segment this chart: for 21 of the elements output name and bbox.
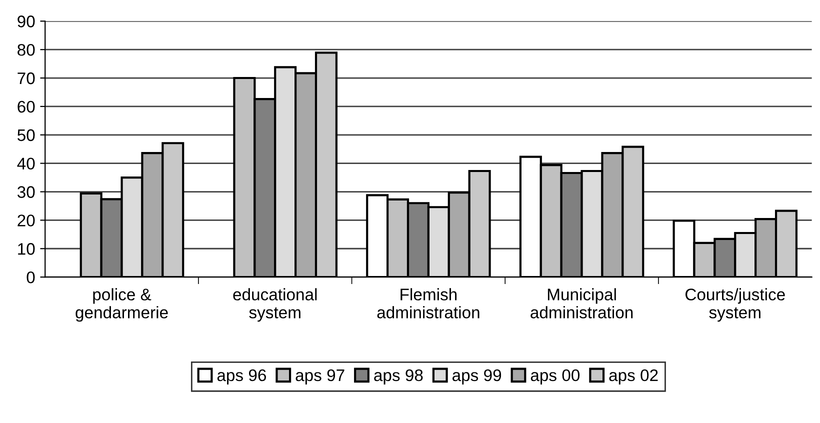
- y-tick-label: 60: [18, 100, 35, 113]
- legend-label: aps 00: [530, 369, 580, 384]
- x-tick-label: Courts/justice system: [686, 288, 785, 322]
- legend-label: aps 98: [374, 369, 423, 384]
- y-tick-label: 40: [17, 158, 35, 170]
- legend-label: aps 97: [296, 369, 344, 384]
- x-tick-label: police & gendarmerie: [76, 288, 168, 322]
- x-tick-label: Municipal administration: [530, 288, 633, 318]
- y-tick-label: 20: [18, 214, 35, 226]
- y-tick-label: 10: [18, 243, 35, 255]
- y-tick-label: 50: [18, 129, 35, 142]
- x-tick-label: Flemish administration: [377, 288, 480, 318]
- y-tick-label: 0: [26, 271, 35, 284]
- legend-label: aps 96: [217, 369, 266, 384]
- y-tick-label: 30: [17, 186, 35, 198]
- y-tick-label: 80: [18, 44, 35, 56]
- y-tick-label: 90: [18, 16, 35, 28]
- y-tick-label: 70: [18, 72, 35, 84]
- x-tick-label: educational system: [233, 288, 317, 322]
- legend-label: aps 02: [609, 369, 658, 384]
- legend-label: aps 99: [452, 369, 502, 384]
